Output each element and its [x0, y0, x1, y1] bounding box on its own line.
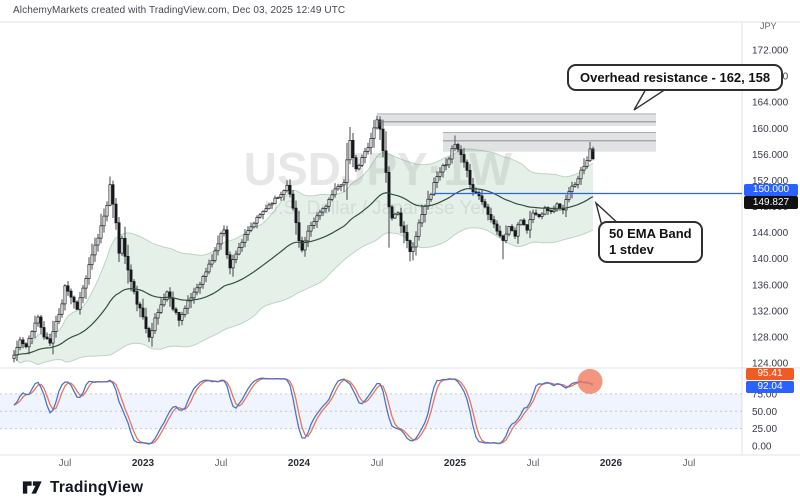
price-line-label: 150.000: [744, 184, 798, 196]
stoch-k-line: [13, 377, 594, 445]
time-label-month: Jul: [215, 458, 228, 469]
tradingview-brand-text: TradingView: [50, 478, 144, 496]
resistance-zone-162[interactable]: [377, 113, 656, 126]
price-tick-label: 160.000: [752, 124, 789, 135]
main-price-pane[interactable]: [12, 113, 742, 366]
ema-band-area: [14, 149, 593, 365]
time-label-year: 2026: [600, 458, 623, 469]
price-tick-label: 172.000: [752, 46, 789, 57]
ema-band-upper-edge: [13, 148, 594, 354]
price-tick-label: 152.000: [752, 176, 789, 187]
time-label-month: Jul: [371, 458, 384, 469]
highlight-circle-marker[interactable]: [577, 369, 603, 394]
price-axis-currency: JPY: [760, 21, 777, 31]
attribution-text: AlchemyMarkets created with TradingView.…: [13, 5, 346, 16]
price-tick-label: 140.000: [752, 254, 789, 265]
stoch-tick-label: 50.00: [752, 407, 777, 418]
callout-tails: [594, 88, 669, 227]
price-tick-label: 144.000: [752, 228, 789, 239]
price-tick-label: 164.000: [752, 98, 789, 109]
tradingview-logo-icon: [22, 481, 42, 494]
time-label-year: 2024: [288, 458, 311, 469]
ema-callout-line1: 50 EMA Band: [609, 226, 692, 241]
ema-value-label: 149.827: [744, 196, 798, 209]
resistance-callout[interactable]: Overhead resistance - 162, 158: [567, 64, 784, 91]
time-label-month: Jul: [527, 458, 540, 469]
stoch-tick-label: 0.00: [752, 442, 772, 453]
price-tick-label: 124.000: [752, 359, 789, 370]
pane-separators: [0, 21, 800, 456]
time-label-month: Jul: [683, 458, 696, 469]
ema-callout-line2: 1 stdev: [609, 242, 654, 257]
time-axis[interactable]: Jul 2023 Jul 2024 Jul 2025 Jul 2026 Jul: [59, 458, 696, 469]
resistance-callout-text: Overhead resistance - 162, 158: [580, 70, 771, 85]
time-label-year: 2023: [132, 458, 155, 469]
price-tick-label: 156.000: [752, 150, 789, 161]
stoch-k-value-label: 92.04: [746, 381, 794, 393]
time-label-month: Jul: [59, 458, 72, 469]
ema-center-line: [13, 187, 594, 356]
time-label-year: 2025: [444, 458, 467, 469]
price-tick-label: 132.000: [752, 306, 789, 317]
resistance-zone-158[interactable]: [443, 132, 656, 152]
price-tick-label: 128.000: [752, 332, 789, 343]
stoch-tick-label: 25.00: [752, 424, 777, 435]
ema-band-callout[interactable]: 50 EMA Band 1 stdev: [598, 221, 703, 263]
price-tick-label: 136.000: [752, 280, 789, 291]
stoch-tick-label: 75.00: [752, 389, 777, 400]
ema-band-lower-edge: [13, 227, 594, 366]
stochastic-pane[interactable]: [0, 369, 742, 445]
candlesticks: [12, 115, 595, 363]
stoch-d-value-label: 95.41: [746, 368, 794, 380]
tradingview-brand[interactable]: TradingView: [22, 477, 143, 498]
